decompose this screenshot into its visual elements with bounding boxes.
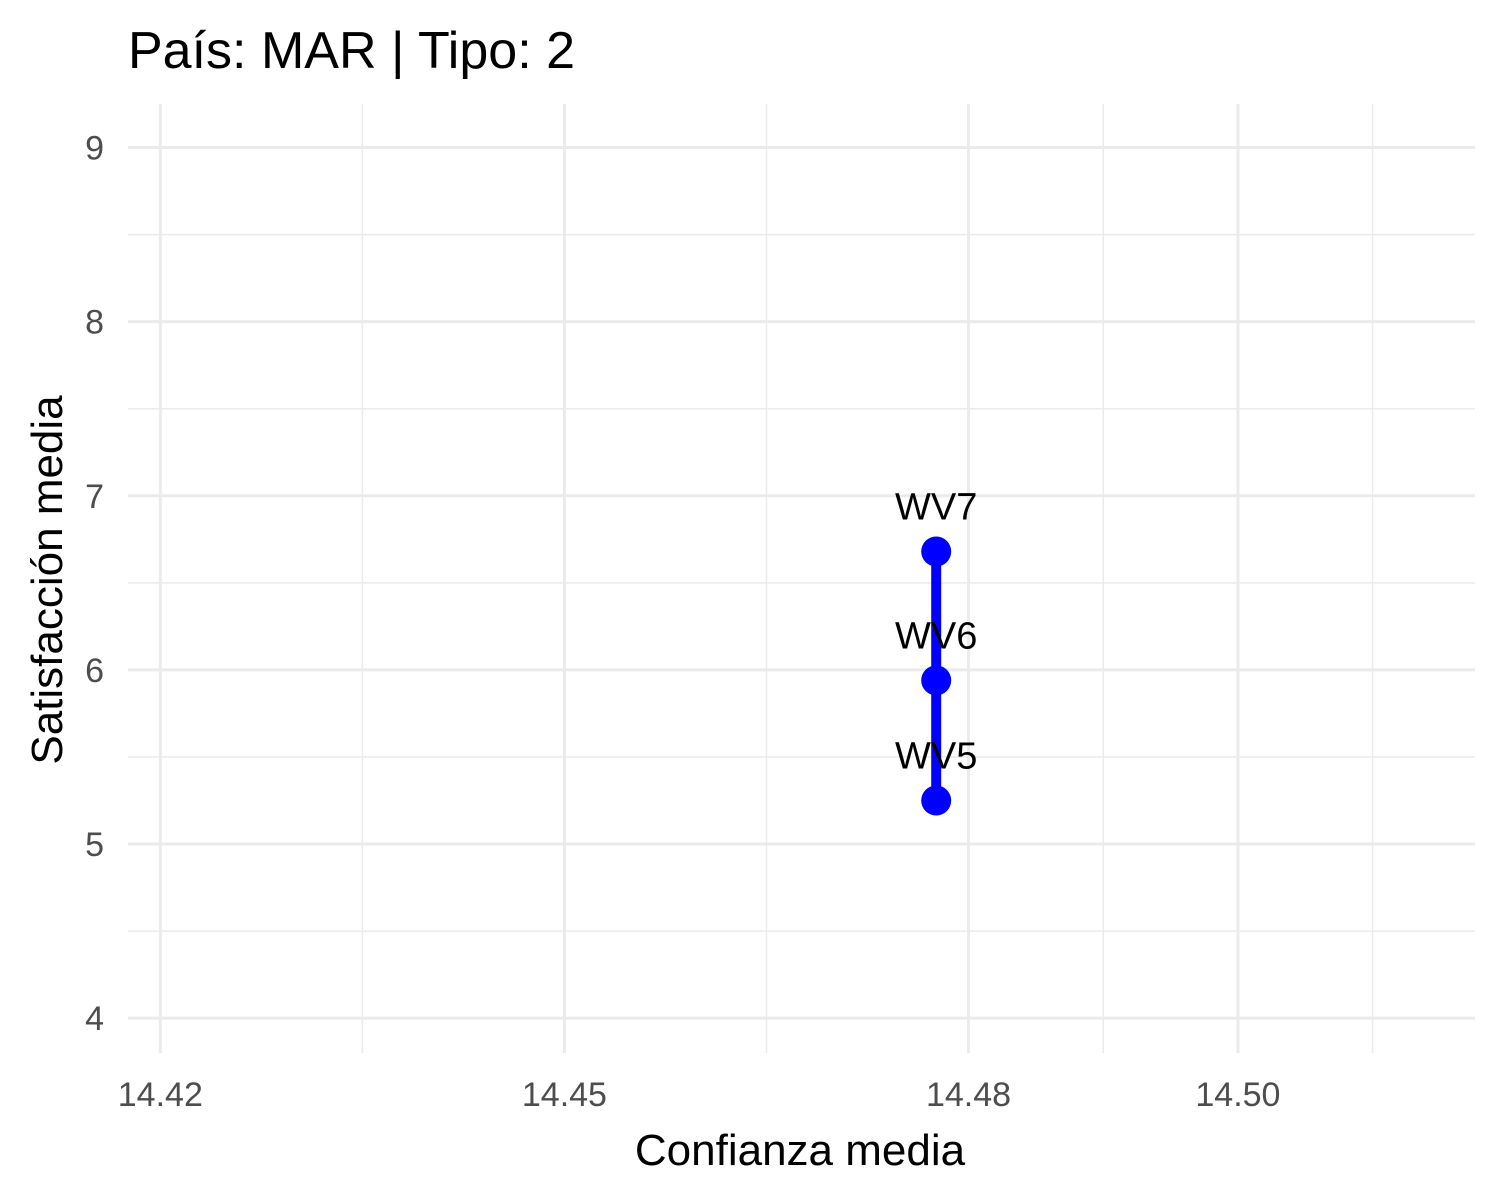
y-tick-label-2: 6 (85, 652, 104, 690)
x-axis-title: Confianza media (635, 1126, 966, 1175)
point-label-wv5: WV5 (895, 736, 977, 778)
tick-labels: 4 5 6 7 8 9 14.42 14.45 14.48 14.50 (85, 130, 1280, 1114)
point-label-wv6: WV6 (895, 615, 977, 657)
point-label-wv7: WV7 (895, 487, 977, 529)
data-point-wv7 (921, 536, 952, 567)
y-tick-label-4: 8 (85, 304, 104, 342)
y-tick-label-0: 4 (85, 1000, 104, 1038)
y-tick-label-3: 7 (85, 478, 104, 516)
x-tick-label-1: 14.45 (522, 1076, 607, 1114)
x-tick-label-0: 14.42 (118, 1076, 203, 1114)
data-point-wv5 (921, 785, 952, 816)
series-layer: WV5 WV6 WV7 (895, 487, 977, 816)
grid (128, 104, 1475, 1053)
y-tick-label-5: 9 (85, 130, 104, 168)
x-tick-label-3: 14.50 (1195, 1076, 1280, 1114)
chart-title: País: MAR | Tipo: 2 (128, 22, 575, 80)
data-point-wv6 (921, 665, 952, 696)
y-axis-title: Satisfacción media (23, 395, 72, 765)
y-tick-label-1: 5 (85, 826, 104, 864)
x-tick-label-2: 14.48 (926, 1076, 1011, 1114)
